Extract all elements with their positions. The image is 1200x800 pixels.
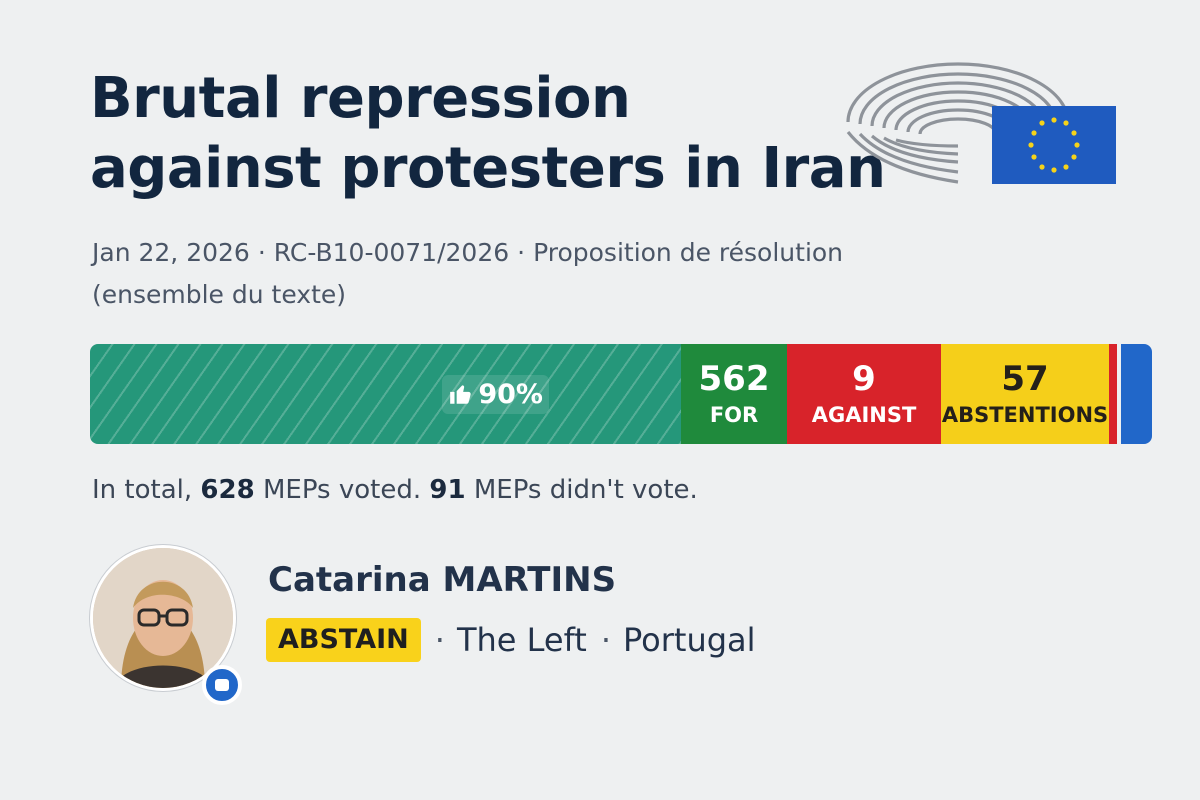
member-country[interactable]: Portugal [623,621,756,659]
approval-segment: 90% [90,344,681,444]
abstentions-label: ABSTENTIONS [941,403,1109,427]
page-title: Brutal repression against protesters in … [90,64,890,204]
approval-badge: 90% [442,374,549,414]
against-label: AGAINST [811,403,917,427]
vote-totals: In total, 628 MEPs voted. 91 MEPs didn't… [92,470,992,510]
vote-meta: Jan 22, 2026 · RC-B10-0071/2026 · Propositio… [92,232,1032,316]
message-icon [215,679,229,691]
member-details: ABSTAIN · The Left · Portugal [266,614,1066,666]
document-type: Proposition de résolution [533,238,844,267]
separator-dot: · [600,621,612,659]
not-voted-count: 91 [429,475,466,505]
separator-dot: · [517,238,526,267]
title-line-2: against protesters in Iran [90,136,886,201]
stripe-gap [1117,344,1121,444]
abstentions-count: 57 [1001,359,1049,399]
not-voted-suffix: MEPs didn't vote. [473,475,698,505]
european-parliament-logo [846,62,1116,184]
against-segment: 9 AGAINST [787,344,941,444]
member-portrait-icon [93,548,233,688]
member-group[interactable]: The Left [456,621,587,659]
member-vote-badge: ABSTAIN [266,618,421,662]
thumbs-up-icon [450,385,472,404]
for-label: FOR [709,403,759,427]
abstentions-segment: 57 ABSTENTIONS [941,344,1109,444]
separator-dot: · [434,621,445,659]
approval-percent: 90% [478,378,543,410]
for-count: 562 [698,359,770,399]
message-badge-icon[interactable] [202,665,242,705]
not-voted-stripe [1121,344,1152,444]
document-scope: (ensemble du texte) [92,280,347,309]
voted-count: 628 [200,475,255,505]
totals-prefix: In total, [92,475,193,505]
vote-date: Jan 22, 2026 [92,238,250,267]
title-line-1: Brutal repression [90,66,631,131]
for-segment: 562 FOR [681,344,787,444]
against-count: 9 [852,359,876,399]
separator-dot: · [257,238,266,267]
eu-stars [1028,117,1080,173]
voted-suffix: MEPs voted. [262,475,422,505]
against-stripe [1109,344,1117,444]
vote-result-bar: 90% 562 FOR 9 AGAINST 57 ABSTENTIONS [90,344,1152,444]
member-name[interactable]: Catarina MARTINS [268,560,617,600]
vote-reference: RC-B10-0071/2026 [273,238,510,267]
